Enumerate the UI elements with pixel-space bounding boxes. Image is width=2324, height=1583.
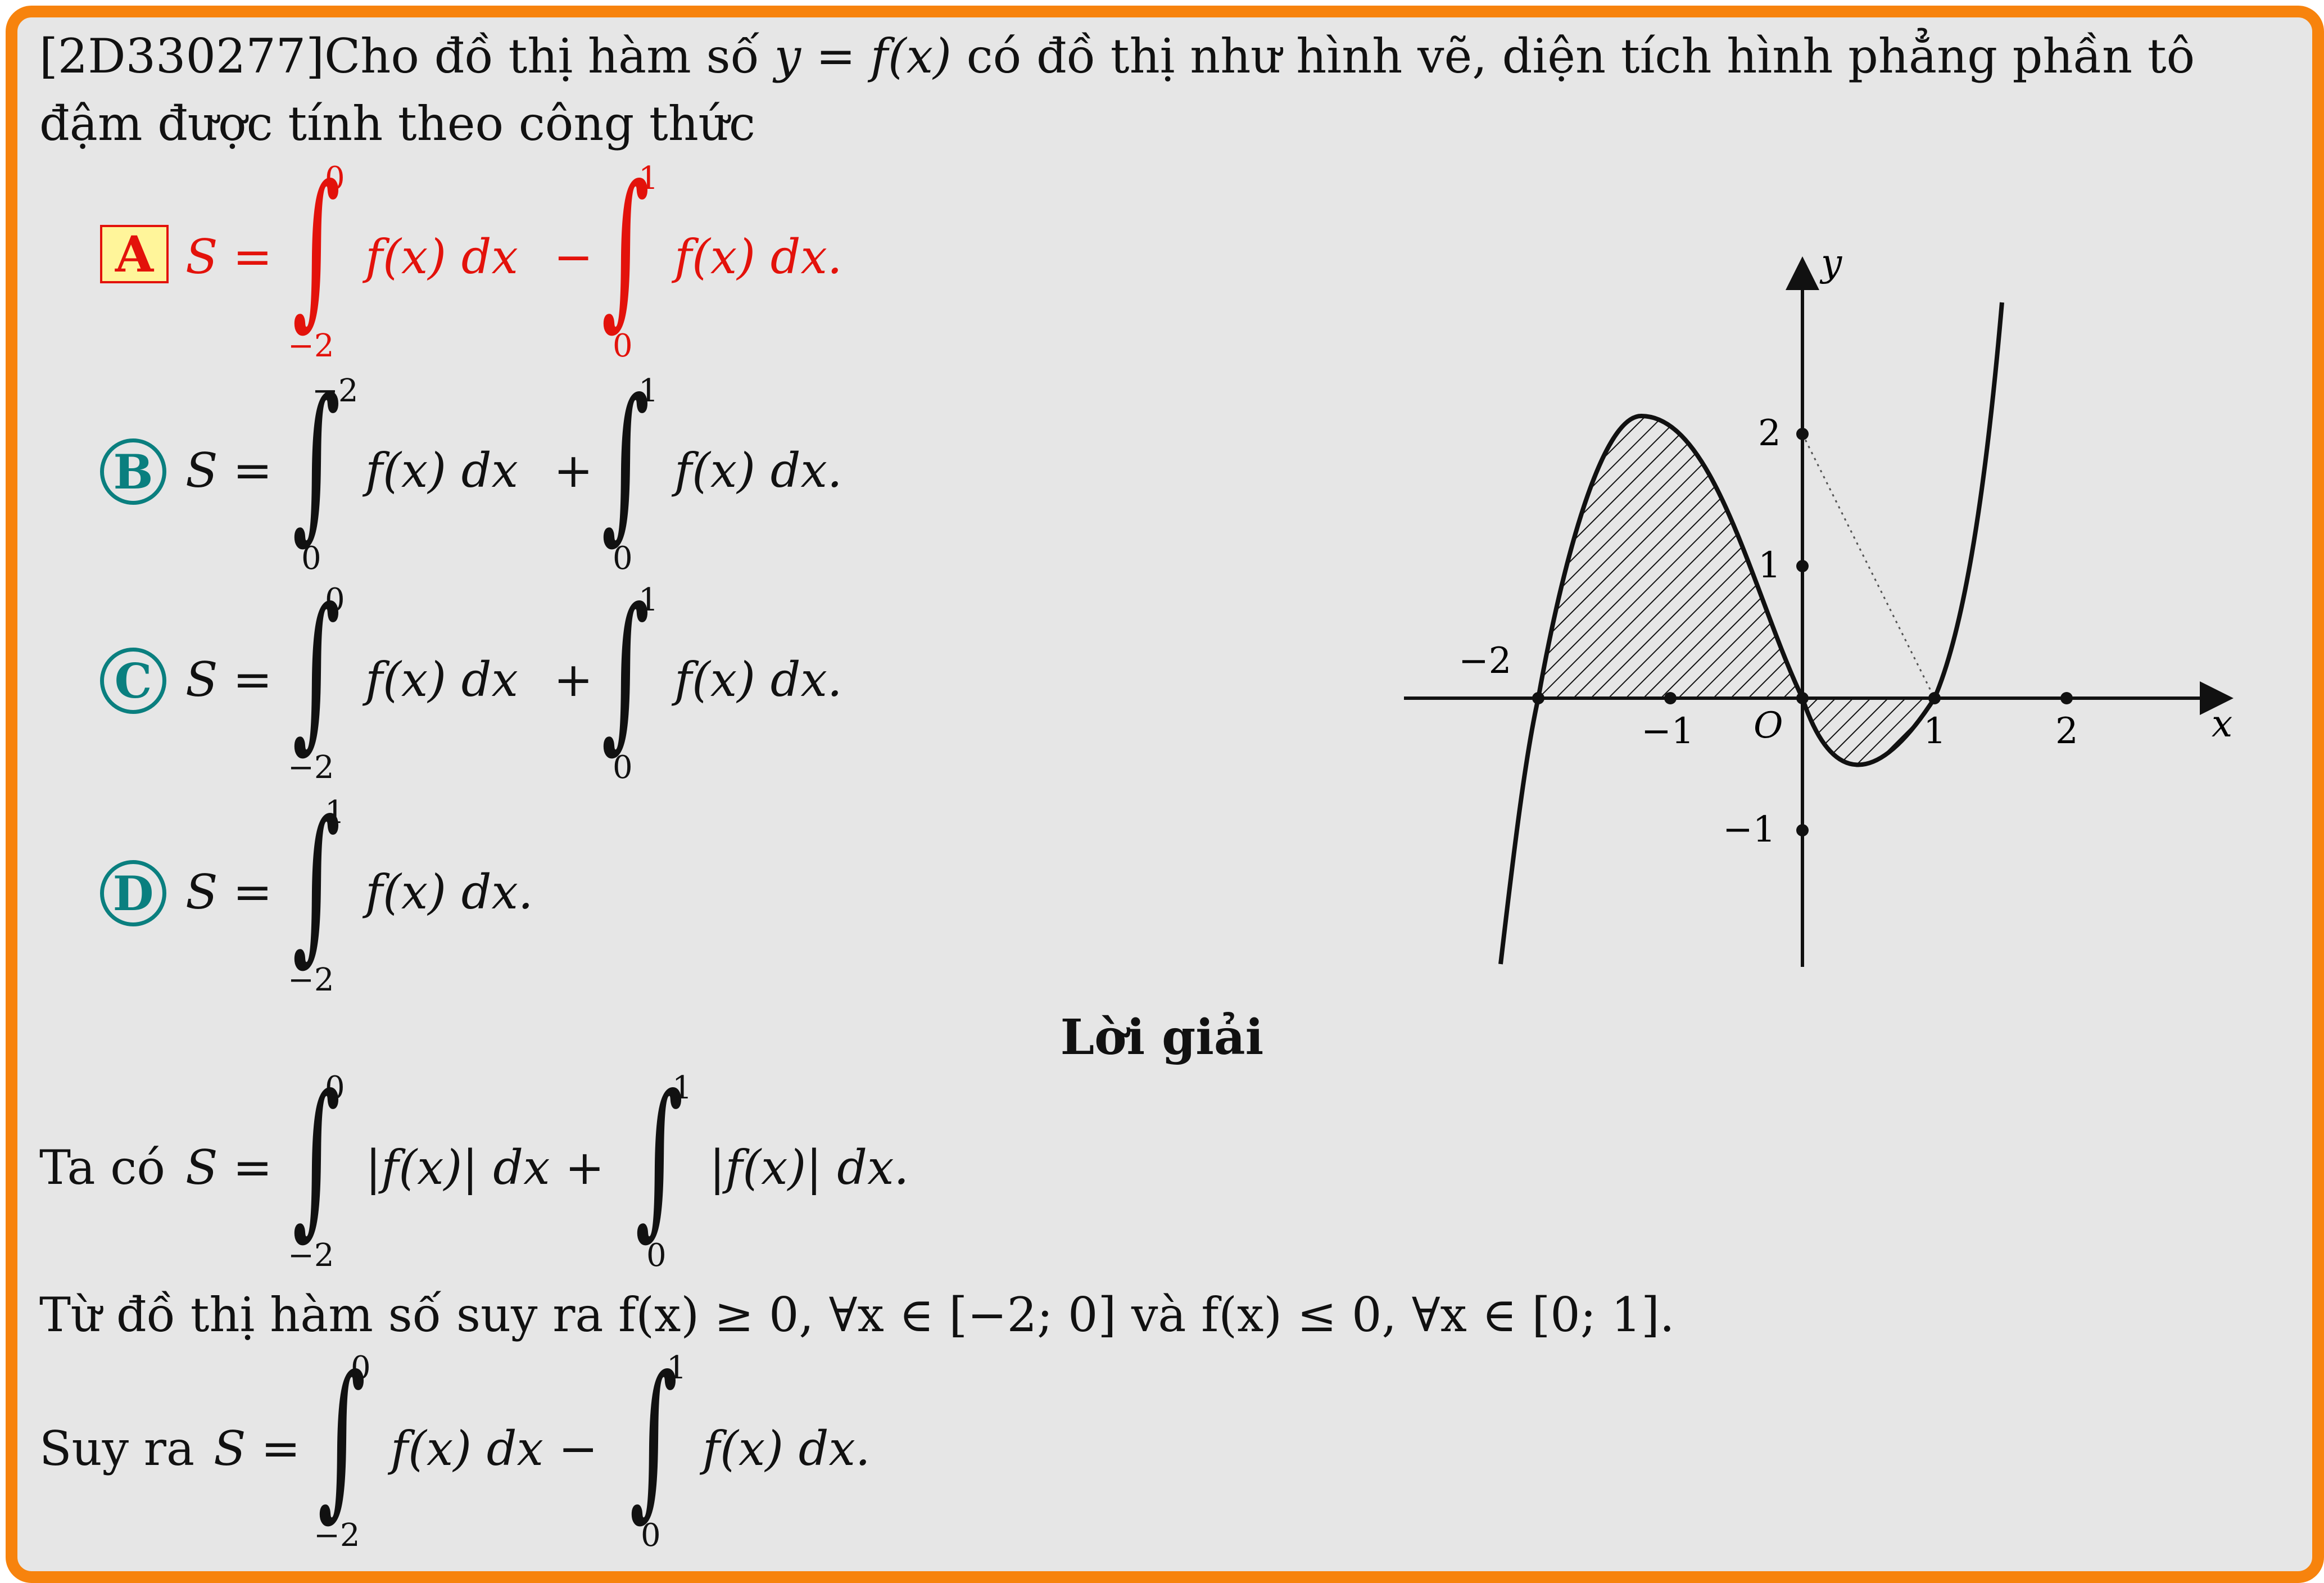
option-c-lhs: S = [185, 652, 273, 707]
function-graph: y x O −2 −1 1 2 2 1 −1 [1404, 247, 2234, 967]
option-d-int1-lower: −2 [288, 962, 334, 998]
option-b-int2-lower: 0 [613, 540, 633, 577]
function-curve [1498, 302, 2004, 965]
option-c-int2-upper: 1 [638, 582, 659, 618]
solution-line-3-prefix: Suy ra [39, 1421, 195, 1476]
option-d-marker[interactable]: D [100, 860, 166, 926]
option-b-operator: + [554, 443, 594, 498]
point-x-2 [2060, 692, 2073, 704]
point-y-2 [1796, 428, 1809, 440]
option-b-int2-upper: 1 [638, 373, 659, 409]
y-tick-neg1: −1 [1723, 809, 1775, 851]
option-a-integral-2: ∫ [601, 149, 650, 345]
option-c-marker[interactable]: C [100, 648, 166, 714]
question-function: y = f(x) [774, 29, 952, 84]
y-axis-label: y [1819, 247, 1842, 284]
point-x-1 [1928, 692, 1941, 704]
option-a-body-1: f(x) dx [365, 229, 518, 284]
solution-line-1-body-2: |f(x)| dx. [709, 1140, 909, 1195]
solution-line-3-integral-2: ∫ [629, 1340, 678, 1536]
option-d-int1-upper: 1 [325, 794, 345, 831]
option-b-marker[interactable]: B [100, 438, 166, 505]
option-a-operator: − [554, 229, 594, 284]
option-a-body-2: f(x) dx. [674, 229, 842, 284]
option-c-integral-1: ∫ [292, 572, 341, 768]
question-text-2: có đồ thị như hình vẽ, diện tích hình ph… [966, 29, 2195, 84]
solution-line-1-prefix: Ta có [39, 1140, 165, 1195]
option-b-body-2: f(x) dx. [674, 443, 842, 498]
solution-line-1-lhs: S = [185, 1140, 273, 1195]
option-c-integral-2: ∫ [601, 572, 650, 768]
option-a-int2-lower: 0 [613, 328, 633, 364]
solution-line-3-body-2: f(x) dx. [703, 1421, 871, 1476]
option-d-lhs: S = [185, 865, 273, 920]
point-y-1 [1796, 560, 1809, 572]
solution-line-3-int2-upper: 1 [667, 1350, 687, 1386]
y-tick-1: 1 [1758, 545, 1781, 586]
x-tick-2: 2 [2055, 711, 2078, 752]
solution-line-3-int1-upper: 0 [351, 1350, 371, 1386]
point-x-neg2 [1532, 692, 1544, 704]
solution-line-2: Từ đồ thị hàm số suy ra f(x) ≥ 0, ∀x ∈ [… [39, 1287, 1675, 1342]
solution-line-1-int1-upper: 0 [325, 1070, 345, 1106]
option-c-body-2: f(x) dx. [674, 652, 842, 707]
solution-line-1-integral-2: ∫ [635, 1059, 683, 1255]
option-c-operator: + [554, 652, 594, 707]
solution-title: Lời giải [1060, 1009, 1264, 1066]
option-b-integral-2: ∫ [601, 363, 650, 559]
solution-line-1-body-1: |f(x)| dx + [365, 1140, 605, 1195]
option-b-body-1: f(x) dx [365, 443, 518, 498]
question-line-2: đậm được tính theo công thức [39, 96, 755, 151]
option-c-body-1: f(x) dx [365, 652, 518, 707]
option-d-integral-1: ∫ [292, 784, 341, 980]
question-card [6, 6, 2324, 1583]
option-a-int1-upper: 0 [325, 160, 345, 197]
shaded-region-left [1538, 416, 1802, 698]
x-axis-label: x [2212, 702, 2232, 745]
solution-line-1-int1-lower: −2 [288, 1237, 334, 1274]
solution-line-3-integral-1: ∫ [318, 1340, 366, 1536]
option-d-body-1: f(x) dx. [365, 865, 533, 920]
solution-line-3-int1-lower: −2 [314, 1517, 360, 1554]
option-a-int1-lower: −2 [288, 328, 334, 364]
option-b-integral-1: ∫ [292, 363, 341, 559]
option-a-marker[interactable]: A [100, 225, 169, 283]
point-y-neg1 [1796, 824, 1809, 836]
option-c-int1-upper: 0 [325, 582, 345, 618]
question-id: [2D330277] [39, 29, 324, 84]
y-tick-2: 2 [1758, 413, 1781, 454]
shaded-region-right [1802, 698, 1935, 765]
solution-line-1-integral-1: ∫ [292, 1059, 341, 1255]
solution-line-3-lhs: S = [214, 1421, 301, 1476]
option-b-int1-lower: 0 [301, 540, 321, 577]
option-c-int1-lower: −2 [288, 749, 334, 786]
solution-line-3-body-1: f(x) dx − [391, 1421, 598, 1476]
option-a-int2-upper: 1 [638, 160, 659, 197]
solution-line-3-int2-lower: 0 [641, 1517, 661, 1554]
x-tick-1: 1 [1923, 711, 1946, 752]
option-b-lhs: S = [185, 443, 273, 498]
option-c-int2-lower: 0 [613, 749, 633, 786]
question-text-1: Cho đồ thị hàm số [324, 29, 759, 84]
point-origin [1796, 692, 1809, 704]
question-line-1: [2D330277]Cho đồ thị hàm số y = f(x) có … [39, 33, 2195, 80]
dotted-helper-line [1801, 433, 1936, 699]
point-x-neg1 [1664, 692, 1677, 704]
origin-label: O [1754, 705, 1783, 747]
option-b-int1-upper: −2 [312, 373, 359, 409]
x-tick-neg2: −2 [1458, 640, 1511, 682]
solution-line-1-int2-lower: 0 [646, 1237, 667, 1274]
x-tick-neg1: −1 [1641, 711, 1694, 752]
option-a-integral-1: ∫ [292, 149, 341, 345]
solution-line-1-int2-upper: 1 [672, 1070, 692, 1106]
option-a-lhs: S = [185, 229, 273, 284]
